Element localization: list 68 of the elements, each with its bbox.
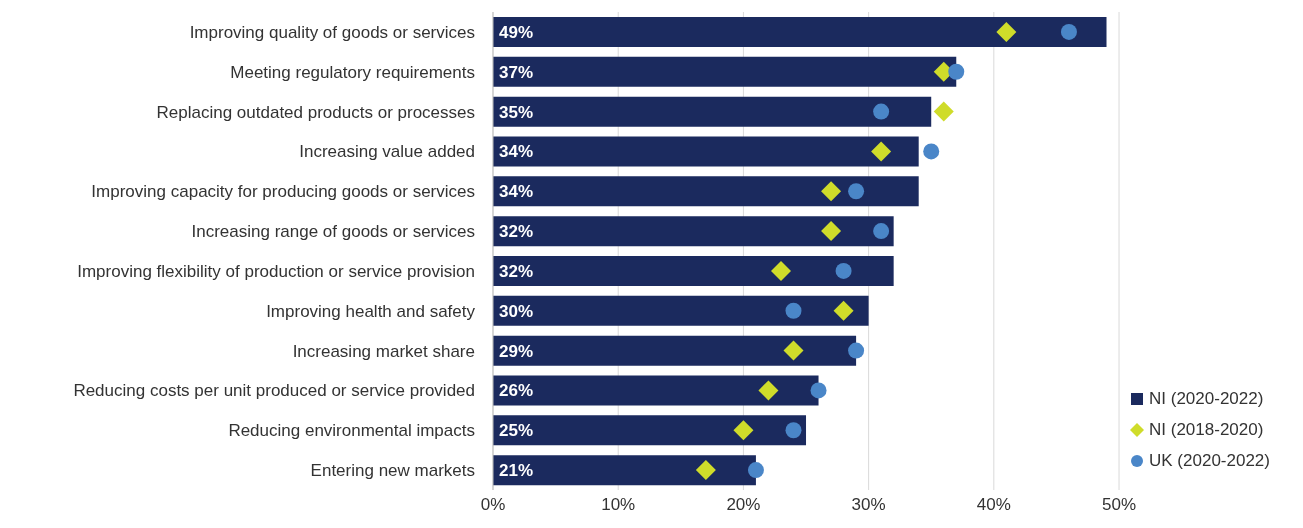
x-tick-label: 0%: [480, 495, 506, 515]
bar: [493, 56, 957, 87]
data-label: 30%: [499, 301, 534, 321]
point: [873, 223, 890, 240]
data-label: 34%: [499, 182, 534, 202]
legend-label: NI (2020-2022): [1149, 388, 1264, 410]
point: [873, 103, 890, 120]
bar: [493, 216, 894, 247]
point: [733, 420, 754, 441]
point: [996, 21, 1017, 42]
data-label: 49%: [499, 22, 534, 42]
data-label: 25%: [499, 421, 534, 441]
y-tick-label: Improving quality of goods or services: [189, 22, 475, 42]
bar: [493, 96, 932, 127]
point: [810, 382, 827, 399]
y-tick-label: Reducing costs per unit produced or service provided: [73, 381, 475, 401]
point: [833, 300, 854, 321]
data-label: 32%: [499, 222, 534, 242]
y-tick-label: Improving capacity for producing goods or services: [91, 182, 475, 202]
data-label: 26%: [499, 381, 534, 401]
x-tick-label: 40%: [976, 495, 1011, 515]
bar: [493, 415, 807, 446]
x-tick-label: 30%: [851, 495, 886, 515]
bar: [493, 17, 1107, 47]
data-label: 34%: [499, 142, 534, 162]
point: [758, 380, 779, 401]
x-tick-label: 20%: [726, 495, 761, 515]
y-tick-label: Increasing range of goods or services: [191, 222, 475, 242]
y-tick-label: Replacing outdated products or processes: [156, 102, 475, 122]
point: [871, 141, 892, 162]
point: [848, 342, 865, 359]
y-tick-label: Entering new markets: [310, 461, 475, 481]
point: [695, 460, 716, 481]
point: [821, 221, 842, 242]
y-tick-label: Increasing market share: [292, 341, 475, 361]
legend-label: UK (2020-2022): [1149, 450, 1270, 472]
y-tick-label: Reducing environmental impacts: [228, 421, 475, 441]
point: [785, 302, 802, 319]
legend-label: NI (2018-2020): [1149, 419, 1264, 441]
point: [783, 340, 804, 361]
point: [923, 143, 940, 160]
data-label: 37%: [499, 62, 534, 82]
point: [835, 262, 852, 279]
bar: [493, 335, 857, 366]
y-tick-label: Increasing value added: [299, 142, 475, 162]
point: [933, 101, 954, 122]
data-label: 21%: [499, 461, 534, 481]
data-label: 29%: [499, 341, 534, 361]
point: [948, 63, 965, 80]
point: [770, 260, 791, 281]
point: [785, 422, 802, 439]
y-tick-label: Improving health and safety: [266, 301, 476, 321]
data-label: 32%: [499, 261, 534, 281]
bar: [493, 455, 756, 486]
x-tick-label: 10%: [601, 495, 636, 515]
y-tick-label: Meeting regulatory requirements: [230, 62, 475, 82]
bar: [493, 136, 919, 167]
point: [821, 181, 842, 202]
x-tick-label: 50%: [1102, 495, 1137, 515]
point: [848, 183, 865, 200]
point: [1060, 23, 1077, 40]
data-label: 35%: [499, 102, 534, 122]
bar: [493, 256, 894, 286]
point: [747, 462, 764, 479]
bar: [493, 176, 919, 207]
bar: [493, 375, 819, 406]
bar: [493, 295, 869, 326]
y-tick-label: Improving flexibility of production or service provision: [77, 261, 475, 281]
